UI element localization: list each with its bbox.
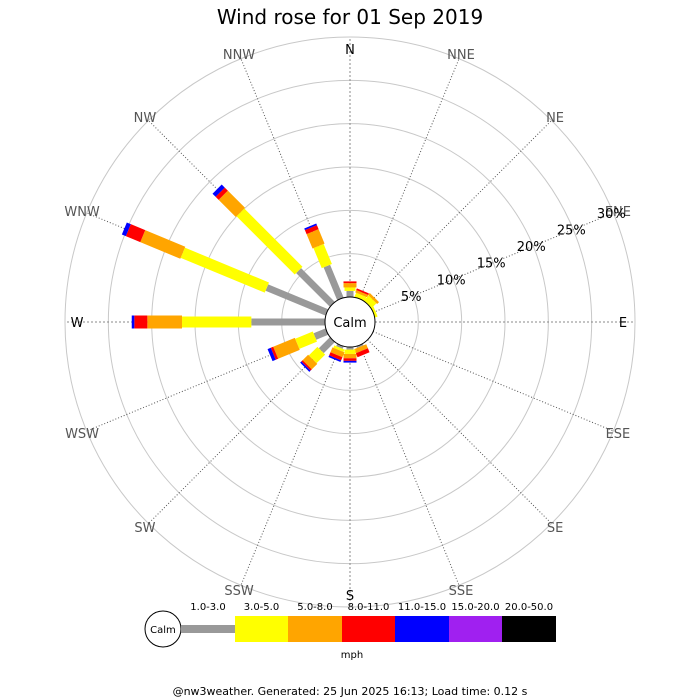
radial-tick-labels: 5% 10% 15% 20% 25% 30%: [401, 207, 626, 305]
footer-text: @nw3weather. Generated: 25 Jun 2025 16:1…: [173, 685, 528, 698]
bar-nw-bin-4: [215, 187, 228, 200]
bar-ssw-bin-2: [333, 345, 345, 353]
legend-items: 1.0-3.0 3.0-5.0 5.0-8.0 8.0-11.0 11.0-15.0 15…: [181, 602, 556, 642]
bar-wnw-bin-5: [121, 222, 131, 237]
bar-nne-bin-4: [356, 288, 369, 295]
legend-swatch-6: [449, 616, 502, 642]
direction-label-ese: ESE: [606, 427, 631, 442]
direction-label-w: W: [71, 316, 84, 331]
spoke-se: [367, 339, 552, 524]
legend-swatch-4: [342, 616, 395, 642]
direction-label-wnw: WNW: [64, 205, 100, 220]
spoke-ssw: [240, 344, 341, 586]
bar-sw-bin-2: [308, 346, 326, 364]
bar-nw-bin-2: [236, 208, 303, 275]
grid-circle-6: [64, 36, 636, 608]
calm-label: Calm: [333, 316, 366, 331]
direction-label-nnw: NNW: [223, 48, 255, 63]
legend-swatch-2: [235, 616, 288, 642]
direction-label-ene: ENE: [605, 205, 631, 220]
bar-ne-bin-3: [367, 292, 380, 305]
legend: Calm 1.0-3.0 3.0-5.0 5.0-8.0 8.0-11.0 11.0-1…: [144, 602, 556, 661]
legend-label-7: 20.0-50.0: [505, 602, 553, 613]
bar-nne-bin-3: [355, 290, 369, 298]
bar-nnw-bin-4: [304, 225, 319, 235]
direction-label-ssw: SSW: [224, 584, 254, 599]
bar-sw-bin-1: [318, 337, 335, 354]
bar-ssw-bin-4: [329, 352, 343, 361]
bar-wsw-bin-1: [313, 328, 329, 340]
bar-sw-bin-5: [300, 361, 311, 372]
direction-label-nne: NNE: [447, 48, 475, 63]
bar-wnw-bin-4: [125, 224, 146, 243]
bar-sse-bin-4: [355, 348, 370, 358]
direction-label-s: S: [346, 589, 354, 604]
spoke-sse: [359, 344, 460, 586]
bar-nne-bin-2: [354, 292, 367, 302]
direction-label-wsw: WSW: [65, 427, 99, 442]
legend-label-1: 1.0-3.0: [190, 602, 225, 613]
radial-tick-3: 15%: [477, 257, 506, 272]
bar-wnw-bin-2: [180, 247, 269, 293]
bar-ne-bin-2: [363, 295, 377, 309]
spoke-nnw: [240, 58, 341, 300]
legend-swatch-5: [395, 616, 449, 642]
bar-ssw-bin-5: [328, 355, 342, 362]
direction-label-nw: NW: [134, 111, 157, 126]
direction-label-ne: NE: [546, 111, 564, 126]
calm-circle: Calm: [324, 296, 376, 348]
bar-wsw-bin-5: [267, 347, 276, 362]
bar-sw-bin-3: [302, 354, 318, 370]
legend-unit: mph: [341, 650, 363, 661]
bar-wsw-bin-4: [270, 346, 279, 360]
radial-tick-1: 5%: [401, 290, 422, 305]
spoke-wsw: [86, 331, 328, 432]
bar-wnw-bin-3: [140, 230, 186, 259]
bar-wsw-bin-3: [273, 337, 300, 359]
bar-wsw-bin-2: [295, 331, 317, 349]
legend-swatch-1: [181, 625, 235, 633]
bar-nnw-bin-3: [306, 229, 325, 249]
spoke-ese: [372, 331, 614, 432]
direction-label-sse: SSE: [449, 584, 474, 599]
radial-tick-4: 20%: [517, 240, 546, 255]
direction-label-e: E: [619, 316, 627, 331]
legend-swatch-3: [288, 616, 342, 642]
bar-wnw-bin-1: [265, 284, 329, 316]
direction-label-n: N: [345, 43, 355, 58]
wind-bars: [121, 184, 380, 372]
direction-label-sw: SW: [134, 521, 155, 536]
legend-label-4: 8.0-11.0: [348, 602, 390, 613]
direction-label-se: SE: [547, 521, 563, 536]
spoke-ene: [372, 212, 614, 313]
radial-tick-2: 10%: [437, 273, 466, 288]
bar-ssw-bin-3: [330, 347, 345, 358]
bar-nw-bin-3: [218, 190, 245, 217]
bar-nnw-bin-2: [313, 243, 332, 269]
bar-sse-bin-3: [354, 344, 368, 354]
bar-nnw-bin-1: [323, 264, 344, 301]
bar-nw-bin-1: [296, 268, 335, 307]
spoke-sw: [148, 339, 333, 524]
legend-calm-label: Calm: [150, 625, 176, 636]
legend-label-2: 3.0-5.0: [244, 602, 279, 613]
bar-nnw-bin-5: [304, 223, 317, 231]
legend-swatch-7: [502, 616, 556, 642]
direction-labels: N NNE NE ENE E ESE SE SSE S SSW SW WSW W WNW NW NNW: [64, 43, 631, 604]
legend-label-5: 11.0-15.0: [398, 602, 446, 613]
radial-tick-6: 30%: [597, 207, 626, 222]
bar-sw-bin-4: [301, 360, 312, 371]
chart-title: Wind rose for 01 Sep 2019: [217, 5, 483, 29]
legend-label-3: 5.0-8.0: [297, 602, 332, 613]
radial-tick-5: 25%: [557, 224, 586, 239]
spoke-ne: [367, 120, 552, 305]
legend-label-6: 15.0-20.0: [451, 602, 499, 613]
spoke-nne: [359, 58, 460, 300]
bar-nw-bin-5: [212, 184, 225, 197]
